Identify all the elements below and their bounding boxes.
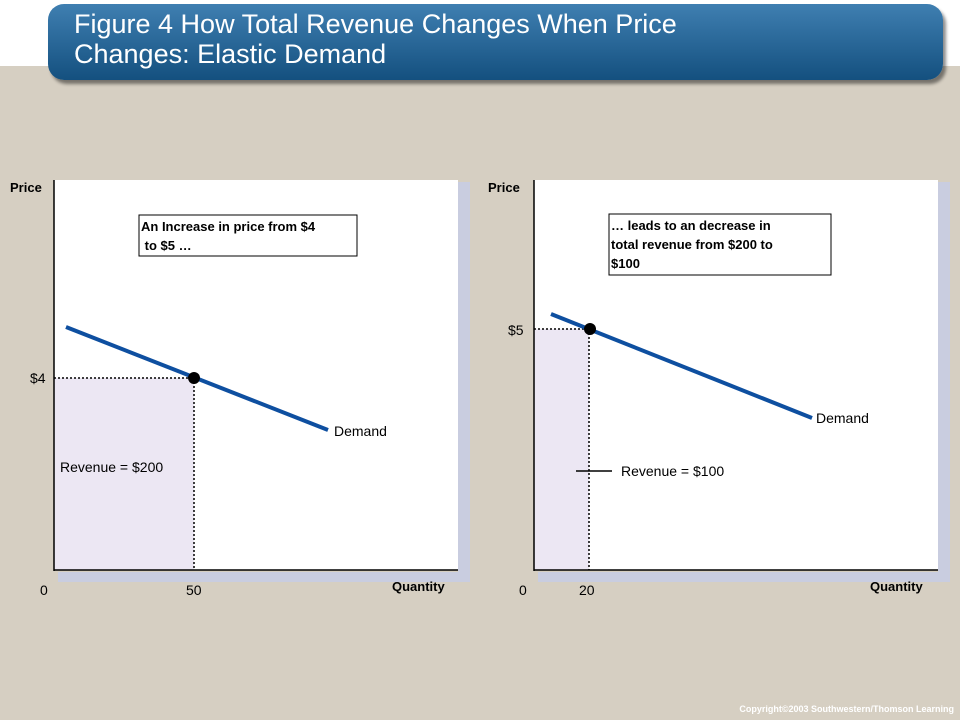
left-x-tick-label: 50 [186, 582, 202, 598]
left-y-tick-label: $4 [30, 370, 46, 386]
page-title: Figure 4 How Total Revenue Changes When … [74, 9, 924, 69]
left-demand-point [188, 372, 200, 384]
right-annotation-line-1: … leads to an decrease in [611, 218, 771, 233]
copyright-footer: Copyright©2003 Southwestern/Thomson Lear… [739, 704, 954, 714]
left-revenue-area [54, 378, 194, 570]
right-panel: Price Quantity 0 20 $5 Demand Revenue = … [488, 180, 950, 598]
right-annotation-line-3: $100 [611, 256, 640, 271]
left-annotation-line-2: to $5 … [141, 238, 192, 253]
right-annotation-line-2: total revenue from $200 to [611, 237, 773, 252]
title-line-2: Changes: Elastic Demand [74, 39, 387, 69]
right-demand-label: Demand [816, 410, 869, 426]
left-panel: Price Quantity 0 50 $4 Demand Revenue = … [10, 180, 470, 598]
right-y-tick-label: $5 [508, 322, 524, 338]
left-plot-shadow-bottom [58, 572, 470, 582]
left-y-axis-label: Price [10, 180, 42, 195]
title-line-1: Figure 4 How Total Revenue Changes When … [74, 9, 677, 39]
right-demand-point [584, 323, 596, 335]
title-bar [48, 4, 943, 80]
right-origin-label: 0 [519, 582, 527, 598]
left-origin-label: 0 [40, 582, 48, 598]
right-plot-shadow-right [938, 182, 950, 578]
right-x-tick-label: 20 [579, 582, 595, 598]
right-y-axis-label: Price [488, 180, 520, 195]
right-revenue-area [534, 329, 589, 570]
left-annotation-line-1: An Increase in price from $4 [141, 219, 316, 234]
left-demand-label: Demand [334, 423, 387, 439]
left-annotation-box [138, 214, 358, 257]
left-x-axis-label: Quantity [392, 579, 445, 594]
left-revenue-label: Revenue = $200 [60, 459, 163, 475]
left-plot-shadow-right [458, 182, 470, 578]
right-revenue-label: Revenue = $100 [621, 463, 724, 479]
right-plot-shadow-bottom [538, 572, 950, 582]
right-annotation-box [608, 213, 832, 276]
right-x-axis-label: Quantity [870, 579, 923, 594]
